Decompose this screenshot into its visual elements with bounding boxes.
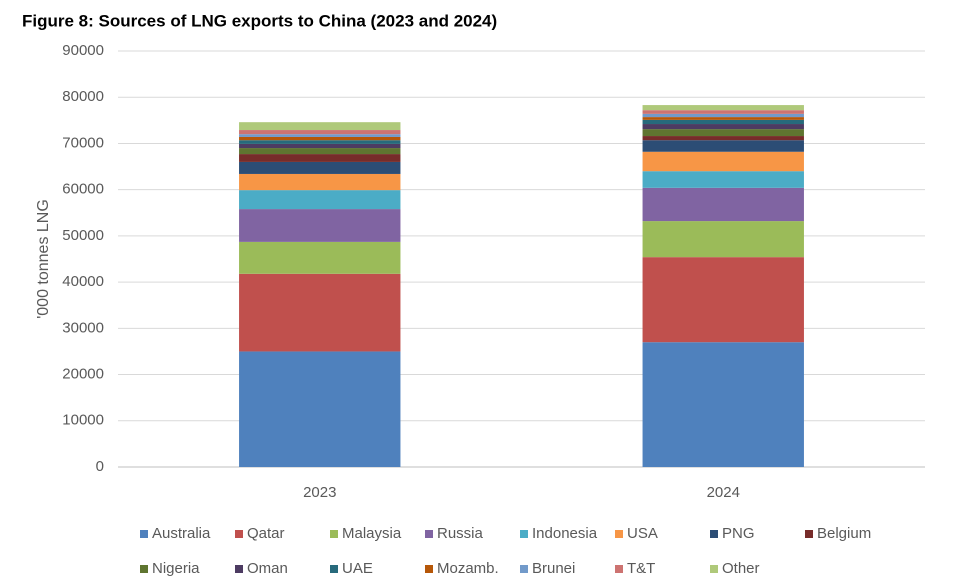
bar-segment — [642, 119, 804, 125]
legend-label: Brunei — [532, 560, 575, 577]
y-tick-label: 50000 — [62, 227, 104, 244]
bar-segment — [239, 161, 401, 174]
legend-swatch — [425, 565, 433, 573]
bar-segment — [642, 140, 804, 152]
bar-segment — [642, 342, 804, 467]
bar-segment — [239, 241, 401, 274]
y-tick-label: 40000 — [62, 273, 104, 290]
x-tick-label: 2023 — [303, 484, 336, 501]
bar-segment — [642, 110, 804, 114]
y-tick-label: 20000 — [62, 366, 104, 383]
bar-segment — [239, 143, 401, 149]
legend-swatch — [710, 530, 718, 538]
bar-segment — [642, 221, 804, 258]
legend-swatch — [235, 565, 243, 573]
chart-title: Figure 8: Sources of LNG exports to Chin… — [22, 11, 497, 30]
legend-swatch — [710, 565, 718, 573]
bar-segment — [239, 209, 401, 242]
bar-segment — [239, 130, 401, 135]
legend-swatch — [615, 530, 623, 538]
y-tick-label: 80000 — [62, 88, 104, 105]
x-tick-label: 2024 — [707, 484, 740, 501]
legend-label: Malaysia — [342, 525, 402, 542]
bar-segment — [642, 136, 804, 141]
legend-label: UAE — [342, 560, 373, 577]
legend-label: Indonesia — [532, 525, 598, 542]
y-tick-label: 0 — [96, 458, 104, 475]
legend-label: Belgium — [817, 525, 871, 542]
bar-segment — [642, 171, 804, 188]
legend-label: PNG — [722, 525, 755, 542]
legend-label: Russia — [437, 525, 484, 542]
legend-label: Mozamb. — [437, 560, 499, 577]
legend-label: USA — [627, 525, 658, 542]
bar-segment — [239, 351, 401, 467]
legend-swatch — [330, 565, 338, 573]
legend-label: T&T — [627, 560, 655, 577]
bar-segment — [239, 122, 401, 131]
bar-segment — [642, 124, 804, 130]
bar-segment — [642, 257, 804, 343]
legend-label: Australia — [152, 525, 211, 542]
bar-segment — [239, 134, 401, 137]
bar-segment — [239, 190, 401, 210]
legend-label: Other — [722, 560, 760, 577]
bar-segment — [239, 140, 401, 144]
bar-segment — [239, 273, 401, 352]
bar-segment — [239, 148, 401, 155]
bar-segment — [239, 154, 401, 162]
legend-swatch — [615, 565, 623, 573]
bar-segment — [239, 173, 401, 191]
bar-segment — [642, 187, 804, 222]
bar-segment — [642, 129, 804, 137]
legend-swatch — [330, 530, 338, 538]
bar-segment — [642, 117, 804, 120]
bar-segment — [642, 113, 804, 118]
y-tick-label: 60000 — [62, 181, 104, 198]
bar-segment — [642, 151, 804, 172]
y-tick-label: 70000 — [62, 134, 104, 151]
legend-label: Oman — [247, 560, 288, 577]
y-tick-label: 10000 — [62, 412, 104, 429]
legend-swatch — [140, 565, 148, 573]
y-tick-label: 90000 — [62, 42, 104, 59]
legend-label: Qatar — [247, 525, 285, 542]
bar-segment — [642, 105, 804, 111]
legend-label: Nigeria — [152, 560, 200, 577]
y-tick-label: 30000 — [62, 319, 104, 336]
bar-segment — [239, 136, 401, 141]
legend-swatch — [140, 530, 148, 538]
legend-swatch — [425, 530, 433, 538]
legend-swatch — [520, 530, 528, 538]
legend-swatch — [520, 565, 528, 573]
y-axis-label: '000 tonnes LNG — [35, 199, 52, 319]
legend-swatch — [805, 530, 813, 538]
legend-swatch — [235, 530, 243, 538]
